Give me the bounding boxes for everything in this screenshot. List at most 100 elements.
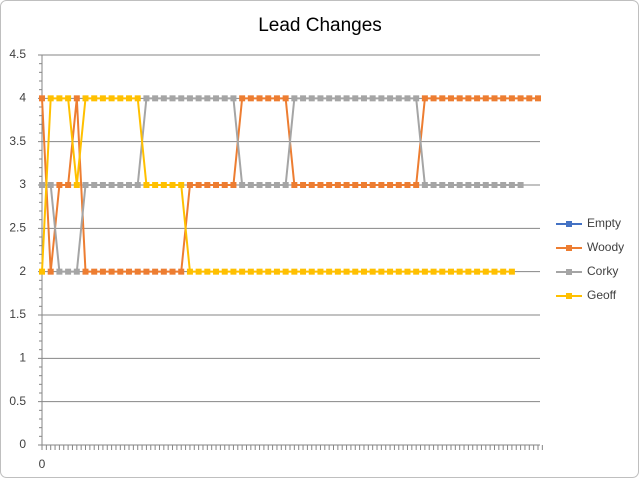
data-point [143, 182, 150, 188]
data-point [73, 268, 80, 275]
data-point [334, 268, 341, 275]
data-point [56, 182, 63, 188]
data-point [195, 95, 202, 102]
data-point [500, 95, 507, 102]
data-point [134, 95, 141, 102]
data-point [239, 268, 246, 275]
data-point [343, 95, 350, 102]
data-point [421, 95, 428, 102]
data-point [517, 182, 524, 188]
data-point [300, 268, 307, 275]
data-point [91, 182, 98, 188]
data-point [282, 182, 289, 188]
data-point [152, 95, 159, 102]
data-point [360, 182, 367, 188]
chart-title: Lead Changes [258, 15, 382, 36]
data-point [99, 95, 106, 102]
data-point [91, 95, 98, 102]
data-point [352, 95, 359, 102]
data-point [152, 182, 159, 188]
data-point [378, 182, 385, 188]
data-point [265, 95, 272, 102]
y-tick-label: 2.5 [9, 221, 26, 235]
data-point [404, 182, 411, 188]
data-point [500, 268, 507, 275]
data-point [256, 182, 263, 188]
data-point [82, 268, 89, 275]
data-point [117, 182, 124, 188]
data-point [169, 95, 176, 102]
y-tick-label: 3 [19, 177, 26, 191]
data-point [265, 268, 272, 275]
legend-marker [566, 245, 572, 251]
data-point [195, 182, 202, 188]
data-point [430, 268, 437, 275]
legend-marker [566, 269, 572, 275]
data-point [352, 182, 359, 188]
data-point [413, 268, 420, 275]
data-point [421, 182, 428, 188]
data-point [491, 182, 498, 188]
data-point [169, 182, 176, 188]
data-point [178, 182, 185, 188]
data-point [56, 268, 63, 275]
data-point [247, 95, 254, 102]
data-point [482, 268, 489, 275]
data-point [317, 268, 324, 275]
y-tick-label: 1.5 [9, 307, 26, 321]
data-point [126, 268, 133, 275]
data-point [447, 268, 454, 275]
data-point [474, 95, 481, 102]
data-point [317, 182, 324, 188]
data-point [143, 268, 150, 275]
data-point [282, 268, 289, 275]
data-point [387, 95, 394, 102]
data-point [82, 182, 89, 188]
data-point [326, 95, 333, 102]
data-point [282, 95, 289, 102]
data-point [56, 95, 63, 102]
data-point [126, 182, 133, 188]
data-point [413, 95, 420, 102]
y-tick-label: 4.5 [9, 47, 26, 61]
data-point [108, 268, 115, 275]
data-point [456, 95, 463, 102]
data-point [308, 268, 315, 275]
data-point [439, 268, 446, 275]
data-point [195, 268, 202, 275]
data-point [143, 95, 150, 102]
data-point [82, 95, 89, 102]
legend-label: Empty [587, 216, 621, 230]
data-point [474, 182, 481, 188]
data-point [508, 268, 515, 275]
legend-label: Woody [587, 240, 624, 254]
data-point [395, 182, 402, 188]
data-point [273, 268, 280, 275]
data-point [126, 95, 133, 102]
data-point [465, 95, 472, 102]
data-point [186, 268, 193, 275]
y-tick-label: 3.5 [9, 134, 26, 148]
data-point [273, 95, 280, 102]
data-point [65, 95, 72, 102]
data-point [395, 268, 402, 275]
data-point [273, 182, 280, 188]
data-point [404, 268, 411, 275]
data-point [186, 182, 193, 188]
data-point [117, 268, 124, 275]
x-tick-label: 0 [39, 457, 46, 471]
data-point [213, 182, 220, 188]
data-point [134, 268, 141, 275]
data-point [99, 268, 106, 275]
data-point [369, 182, 376, 188]
data-point [160, 268, 167, 275]
data-point [482, 182, 489, 188]
data-point [221, 182, 228, 188]
data-point [326, 268, 333, 275]
data-point [256, 268, 263, 275]
data-point [369, 95, 376, 102]
data-point [73, 95, 80, 102]
data-point [117, 95, 124, 102]
